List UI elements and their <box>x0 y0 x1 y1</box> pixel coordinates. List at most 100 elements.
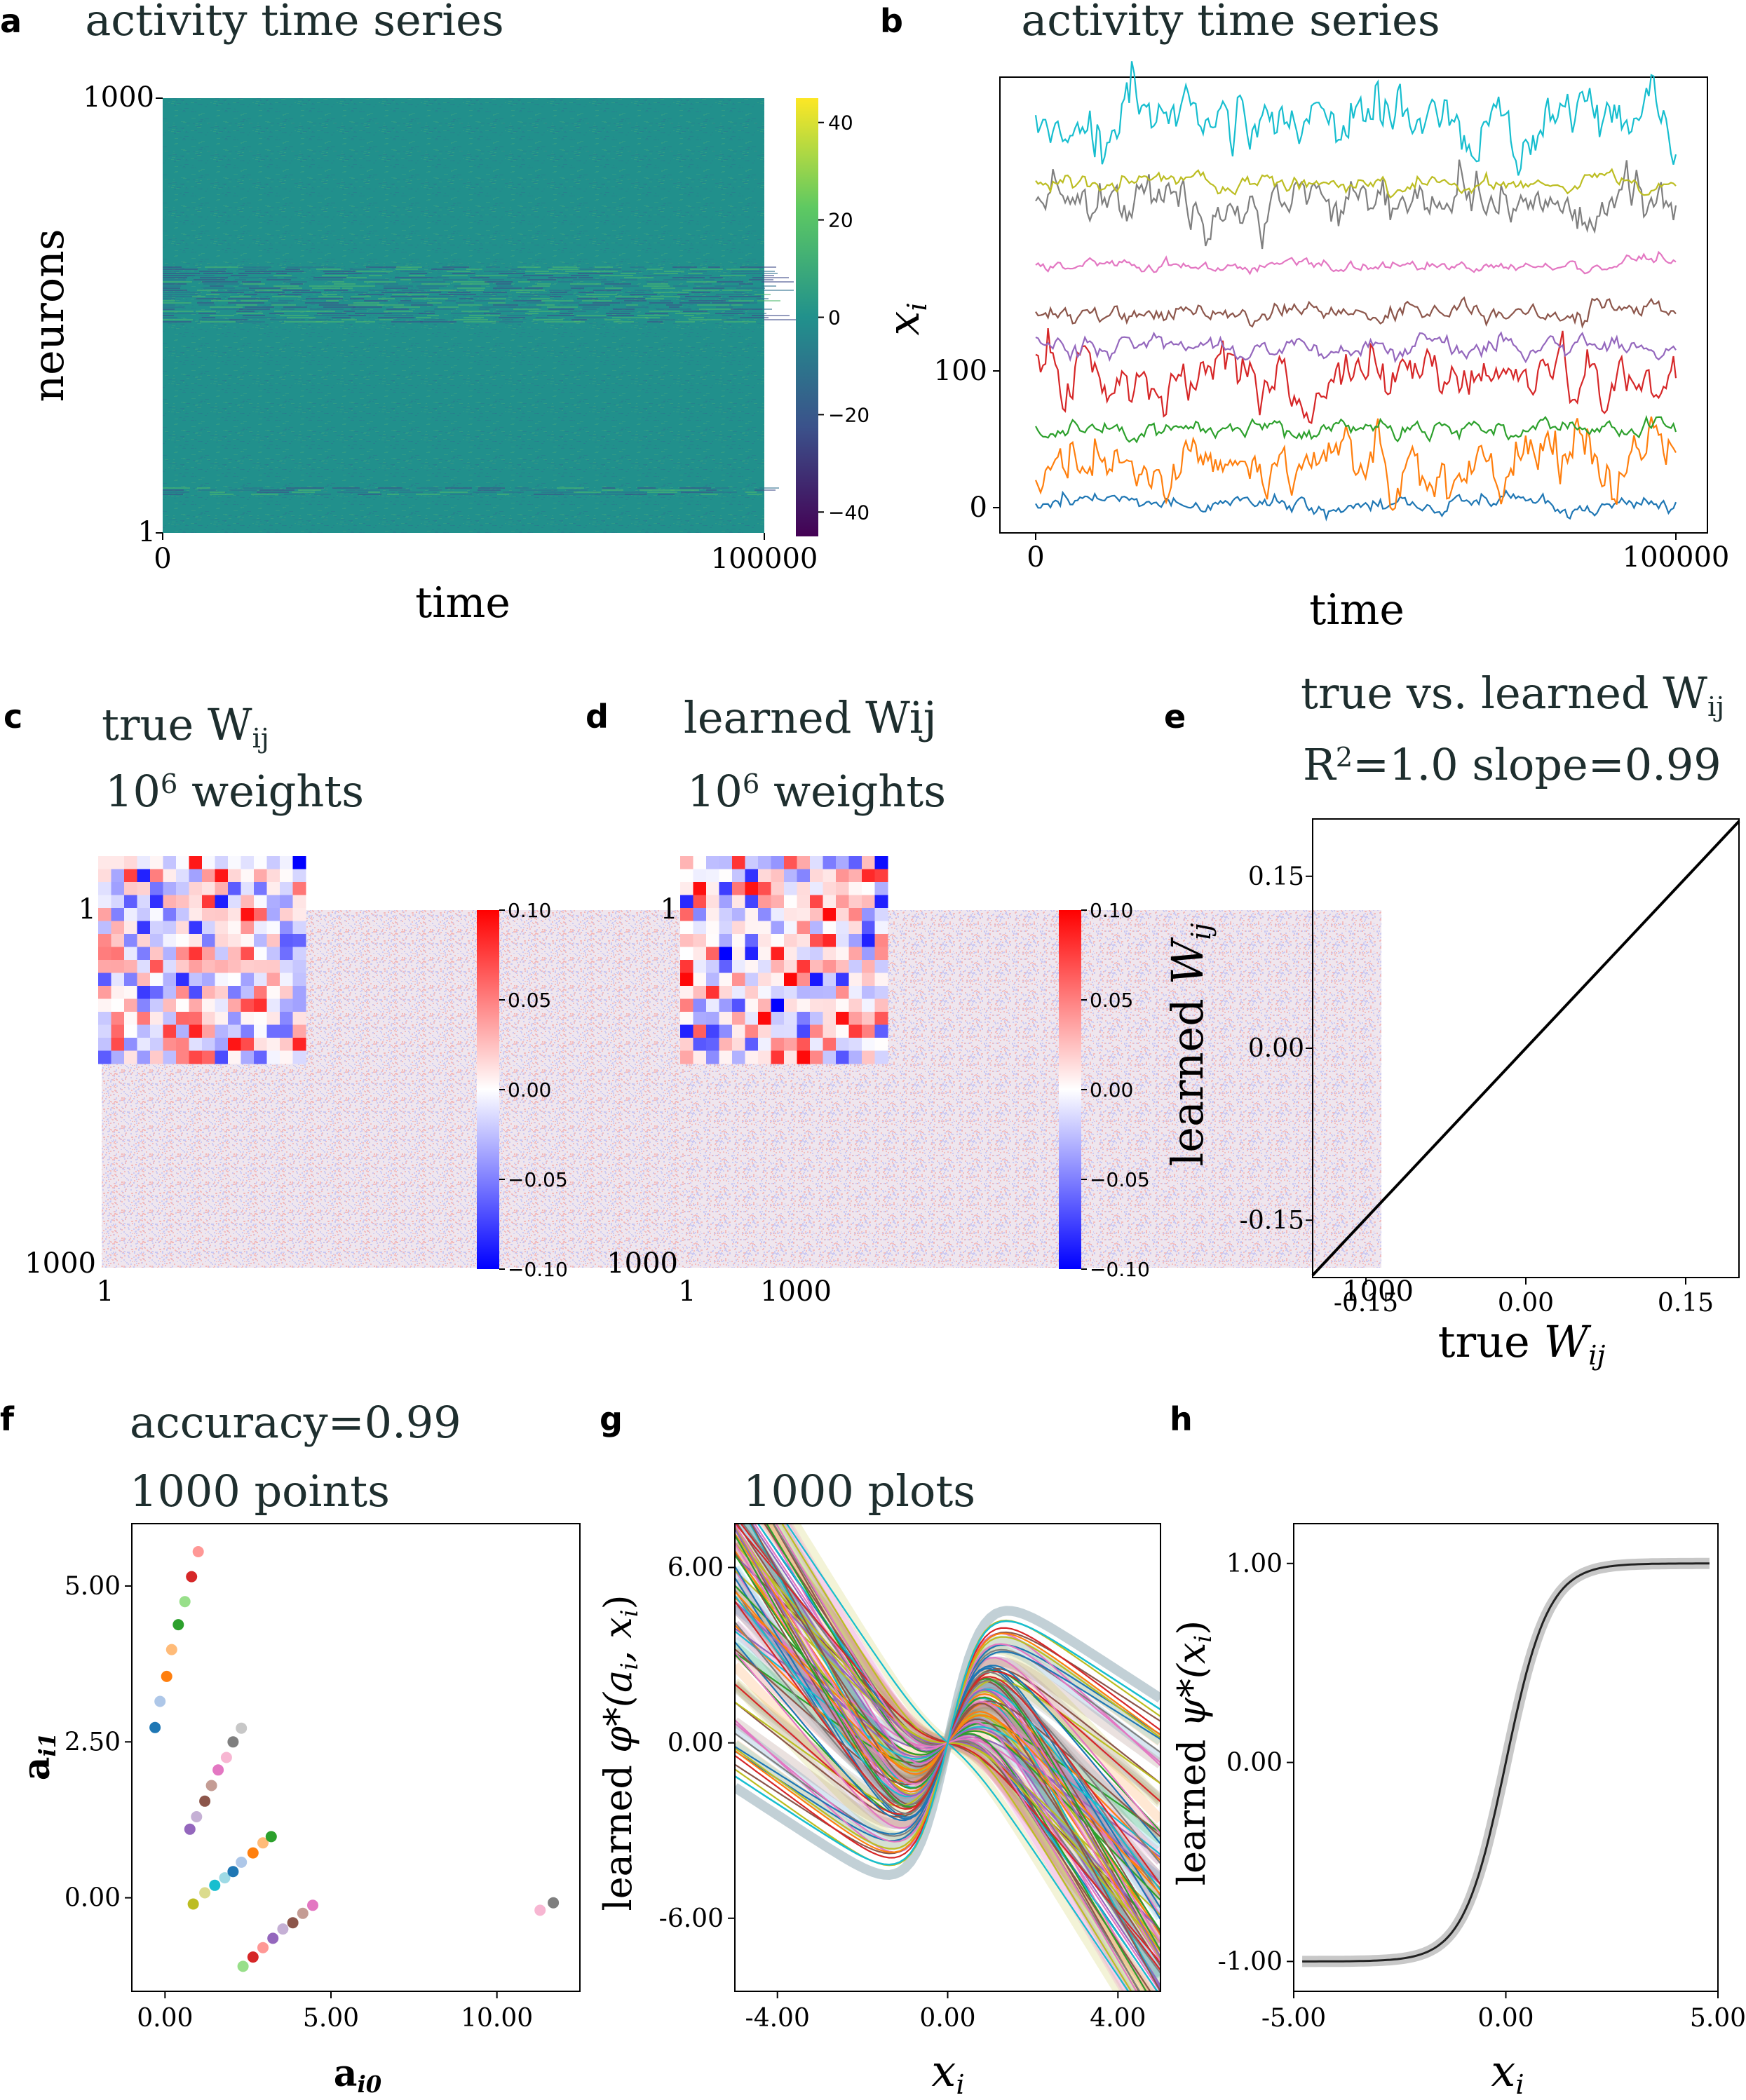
activity-band-0 <box>533 319 563 320</box>
activity-band-1 <box>681 492 713 493</box>
panel-d-inset-cell <box>823 908 837 921</box>
activity-band-0 <box>192 296 205 297</box>
panel-c-inset-cell <box>111 960 125 973</box>
activity-band-1 <box>754 489 776 491</box>
ytick-b-label: 100 <box>934 355 987 387</box>
activity-band-0 <box>689 319 726 320</box>
activity-band-0 <box>649 311 680 312</box>
panel-c-inset-cell <box>254 934 267 947</box>
panel-d-inset-cell <box>836 1038 849 1051</box>
activity-band-0 <box>228 302 264 304</box>
panel-d-inset-cell <box>732 960 745 973</box>
embedding-point <box>199 1795 211 1807</box>
activity-band-0 <box>392 294 429 295</box>
activity-band-0 <box>323 271 357 272</box>
embedding-point <box>220 1752 232 1763</box>
activity-band-0 <box>605 287 623 289</box>
panel-d-inset-cell <box>693 882 707 895</box>
activity-band-0 <box>513 300 542 302</box>
panel-c-inset-cell <box>163 973 177 987</box>
panel-d-inset-cell <box>693 973 707 987</box>
activity-band-0 <box>451 313 485 314</box>
activity-band-1 <box>398 492 423 493</box>
activity-band-0 <box>163 275 195 276</box>
activity-band-0 <box>239 277 277 278</box>
panel-d-inset-cell <box>823 856 837 869</box>
panel-d-inset-cell <box>745 921 759 935</box>
panel-d-inset-cell <box>862 973 875 987</box>
activity-band-0 <box>458 304 482 306</box>
panel-d-inset-cell <box>732 973 745 987</box>
panel-c-inset-cell <box>228 947 241 961</box>
panel-d-inset-cell <box>823 986 837 999</box>
activity-band-0 <box>507 277 530 278</box>
activity-band-0 <box>624 277 654 278</box>
panel-d-inset-cell <box>862 947 875 961</box>
activity-band-0 <box>525 271 549 272</box>
panel-c-inset-cell <box>98 869 111 883</box>
activity-band-0 <box>461 283 489 285</box>
activity-band-0 <box>549 290 571 291</box>
activity-band-0 <box>398 302 430 304</box>
activity-band-0 <box>651 296 680 297</box>
panel-d-inset-cell <box>836 1024 849 1038</box>
panel-c-inset-cell <box>189 960 203 973</box>
panel-d-inset-cell <box>836 986 849 999</box>
panel-d-inset-cell <box>823 869 837 883</box>
ytick-f-label: 2.50 <box>65 1728 121 1756</box>
panel-d-inset-cell <box>810 986 823 999</box>
panel-c-inset-cell <box>163 960 177 973</box>
activity-band-1 <box>602 487 615 489</box>
trace-line-4 <box>1035 327 1677 424</box>
embedding-point <box>219 1872 231 1884</box>
panel-d-colorbar-ticklabel: −0.10 <box>1090 1258 1150 1281</box>
panel-c-inset-cell <box>98 934 111 947</box>
activity-band-1 <box>607 492 644 493</box>
panel-d-inset-cell <box>680 1050 693 1064</box>
activity-band-0 <box>626 306 649 308</box>
panel-c-inset-cell <box>98 947 111 961</box>
panel-d-inset-cell <box>758 1050 771 1064</box>
activity-band-0 <box>731 271 760 272</box>
activity-band-0 <box>342 287 353 289</box>
panel-d-inset-cell <box>823 934 837 947</box>
panel-d-inset-cell <box>706 1012 719 1025</box>
panel-d-inset-cell <box>836 869 849 883</box>
ylabel-h: learned ψ*(xi) <box>1170 1620 1217 1885</box>
embedding-point <box>209 1879 221 1891</box>
activity-band-0 <box>326 300 339 302</box>
panel-c-colorbar-ticklabel: 0.05 <box>508 989 551 1012</box>
activity-band-0 <box>395 269 418 270</box>
activity-band-0 <box>306 311 335 312</box>
activity-band-0 <box>355 313 392 314</box>
activity-band-1 <box>259 489 295 491</box>
activity-band-0 <box>211 309 243 310</box>
xtick-h-label: 5.00 <box>1690 2004 1746 2033</box>
activity-band-0 <box>283 306 307 308</box>
activity-band-0 <box>637 315 669 316</box>
panel-d-inset-cell <box>745 986 759 999</box>
panel-c-inset-cell <box>241 1050 255 1064</box>
activity-band-1 <box>445 487 472 489</box>
activity-band-0 <box>536 317 548 318</box>
embedding-point <box>247 1951 259 1963</box>
ytick-b-label: 0 <box>970 492 987 524</box>
panel-c-inset-cell <box>228 960 241 973</box>
panel-c-inset-cell <box>189 1012 203 1025</box>
panel-c-inset-cell <box>98 882 111 895</box>
activity-band-0 <box>344 311 355 312</box>
panel-d-inset-cell <box>732 998 745 1012</box>
activity-band-0 <box>578 292 594 293</box>
panel-c-inset-cell <box>150 882 163 895</box>
activity-band-1 <box>541 492 576 493</box>
activity-band-0 <box>199 271 226 272</box>
panel-d-inset-cell <box>693 1050 707 1064</box>
activity-band-0 <box>278 294 302 295</box>
activity-band-0 <box>609 269 621 270</box>
activity-band-0 <box>762 281 794 283</box>
panel-c-inset-cell <box>176 921 189 935</box>
panel-c-inset-cell <box>150 869 163 883</box>
activity-band-0 <box>203 283 239 285</box>
activity-band-0 <box>649 302 673 304</box>
